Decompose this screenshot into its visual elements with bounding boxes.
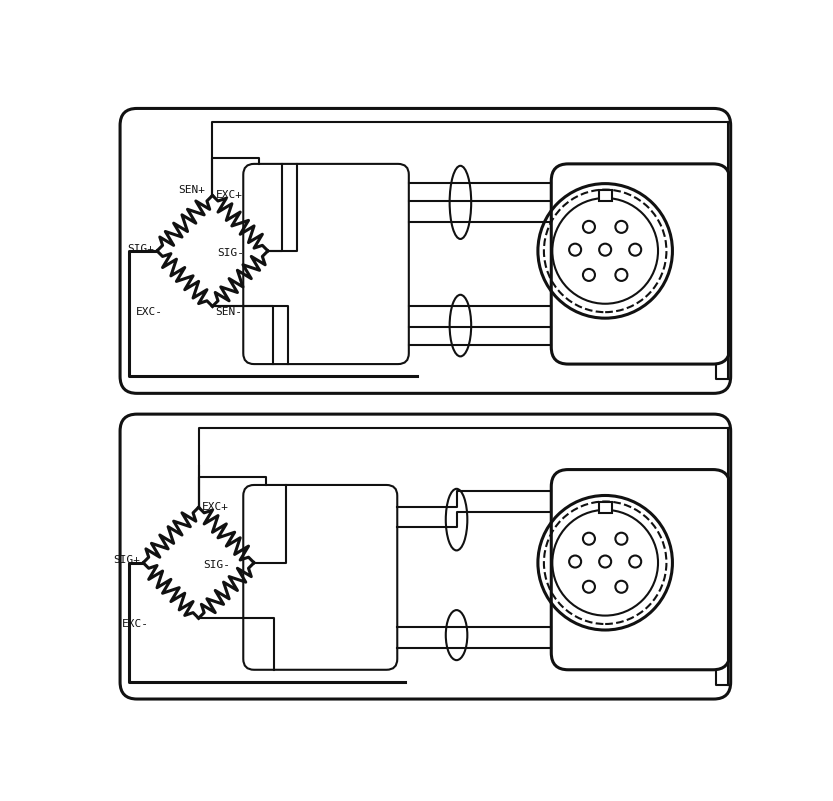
Circle shape (629, 244, 641, 256)
Circle shape (629, 556, 641, 568)
Text: SEN+: SEN+ (177, 185, 205, 195)
Circle shape (569, 244, 581, 256)
Text: SIG-: SIG- (217, 248, 244, 258)
Circle shape (583, 581, 595, 593)
FancyBboxPatch shape (599, 502, 611, 513)
Text: SIG+: SIG+ (113, 555, 140, 566)
Circle shape (583, 533, 595, 545)
FancyBboxPatch shape (120, 108, 731, 393)
Circle shape (616, 581, 627, 593)
FancyBboxPatch shape (243, 485, 397, 670)
FancyBboxPatch shape (243, 164, 409, 364)
Circle shape (583, 221, 595, 233)
Circle shape (583, 269, 595, 281)
Text: EXC-: EXC- (136, 307, 163, 317)
FancyBboxPatch shape (551, 164, 730, 364)
Circle shape (616, 269, 627, 281)
Text: EXC-: EXC- (122, 619, 149, 629)
FancyBboxPatch shape (120, 414, 731, 699)
FancyBboxPatch shape (599, 190, 611, 201)
FancyBboxPatch shape (551, 469, 730, 670)
Text: SIG-: SIG- (203, 560, 230, 570)
Circle shape (616, 221, 627, 233)
Circle shape (599, 244, 611, 256)
Text: SEN-: SEN- (216, 307, 242, 317)
Circle shape (599, 556, 611, 568)
Circle shape (616, 533, 627, 545)
Text: SIG+: SIG+ (127, 244, 154, 254)
Text: EXC+: EXC+ (216, 190, 242, 200)
Circle shape (569, 556, 581, 568)
Text: EXC+: EXC+ (202, 502, 229, 512)
